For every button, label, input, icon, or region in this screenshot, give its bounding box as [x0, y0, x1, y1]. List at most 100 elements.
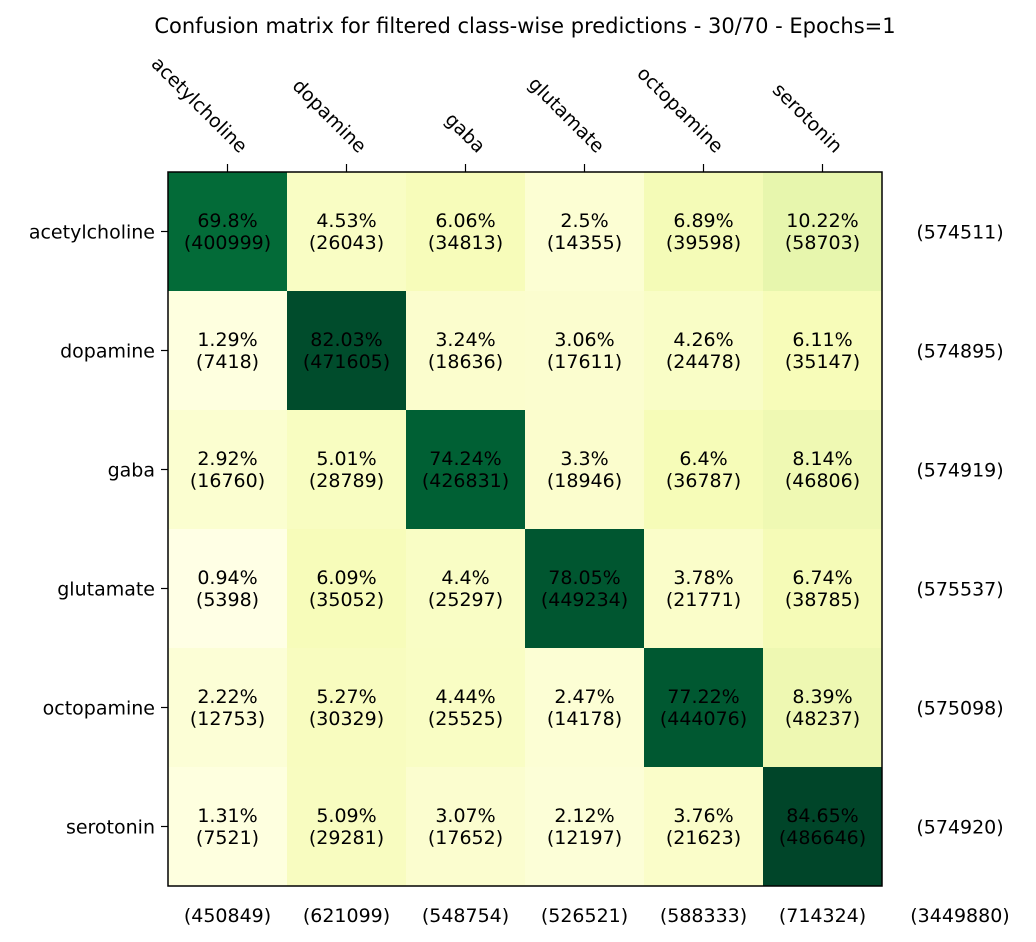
- cell-percent-label: 5.01%: [316, 448, 376, 470]
- cell-percent-label: 74.24%: [429, 448, 501, 470]
- y-tick-label: glutamate: [57, 579, 155, 601]
- heatmap-cell: [406, 172, 525, 291]
- heatmap-cell: [406, 529, 525, 648]
- cell-count-label: (30329): [309, 708, 384, 730]
- row-total-label: (574919): [916, 460, 1003, 482]
- heatmap-cell: [525, 410, 644, 529]
- cell-count-label: (471605): [303, 351, 390, 373]
- heatmap-cell: [763, 529, 882, 648]
- cell-percent-label: 5.09%: [316, 805, 376, 827]
- x-tick-label: serotonin: [768, 79, 847, 158]
- cell-count-label: (486646): [779, 827, 866, 849]
- cell-percent-label: 10.22%: [786, 210, 858, 232]
- cell-count-label: (39598): [666, 232, 741, 254]
- x-axis-ticks: acetylcholine dopamine gaba glutamate octopa…: [147, 53, 847, 172]
- heatmap-cell: [644, 172, 763, 291]
- cell-count-label: (46806): [785, 470, 860, 492]
- heatmap-cell: [406, 291, 525, 410]
- cell-percent-label: 4.53%: [316, 210, 376, 232]
- cell-count-label: (21771): [666, 589, 741, 611]
- row-total-label: (574920): [916, 817, 1003, 839]
- cell-count-label: (35147): [785, 351, 860, 373]
- cell-percent-label: 6.09%: [316, 567, 376, 589]
- heatmap-cell: [644, 648, 763, 767]
- cell-percent-label: 5.27%: [316, 686, 376, 708]
- cell-percent-label: 3.78%: [673, 567, 733, 589]
- cell-percent-label: 3.3%: [560, 448, 608, 470]
- cell-percent-label: 8.14%: [792, 448, 852, 470]
- heatmap-cell: [763, 410, 882, 529]
- cell-percent-label: 3.06%: [554, 329, 614, 351]
- cell-count-label: (14178): [547, 708, 622, 730]
- row-total-label: (574895): [916, 341, 1003, 363]
- heatmap-cell: [763, 767, 882, 886]
- heatmap-cell: [525, 291, 644, 410]
- cell-labels: 69.8%(400999) 4.53%(26043) 6.06%(34813) 2.5…: [184, 210, 866, 849]
- totals: (574511) (574895) (574919) (575537) (575098)…: [184, 222, 1010, 928]
- cell-count-label: (7418): [196, 351, 259, 373]
- cell-count-label: (21623): [666, 827, 741, 849]
- heatmap-cell: [644, 529, 763, 648]
- cell-count-label: (18636): [428, 351, 503, 373]
- cell-count-label: (28789): [309, 470, 384, 492]
- x-tick-label: acetylcholine: [147, 53, 252, 158]
- heatmap-cell: [644, 291, 763, 410]
- cell-percent-label: 6.06%: [435, 210, 495, 232]
- y-tick-label: gaba: [108, 460, 155, 482]
- heatmap-cell: [287, 648, 406, 767]
- column-total-label: (450849): [184, 905, 271, 927]
- cell-percent-label: 0.94%: [197, 567, 257, 589]
- cell-percent-label: 6.89%: [673, 210, 733, 232]
- cell-percent-label: 3.76%: [673, 805, 733, 827]
- cell-percent-label: 3.24%: [435, 329, 495, 351]
- cell-count-label: (16760): [190, 470, 265, 492]
- heatmap-cell: [287, 172, 406, 291]
- heatmap-cell: [168, 410, 287, 529]
- x-tick-label: gaba: [440, 108, 489, 157]
- row-total-label: (575537): [916, 579, 1003, 601]
- column-total-label: (714324): [779, 905, 866, 927]
- heatmap-cell: [406, 410, 525, 529]
- cell-count-label: (25297): [428, 589, 503, 611]
- cell-count-label: (5398): [196, 589, 259, 611]
- cell-percent-label: 2.47%: [554, 686, 614, 708]
- cell-count-label: (7521): [196, 827, 259, 849]
- cell-percent-label: 8.39%: [792, 686, 852, 708]
- heatmap-cell: [525, 529, 644, 648]
- heatmap-cell: [287, 410, 406, 529]
- x-tick-label: dopamine: [288, 75, 371, 158]
- heatmap-cell: [168, 767, 287, 886]
- cell-percent-label: 4.4%: [441, 567, 489, 589]
- heatmap-cell: [287, 291, 406, 410]
- heatmap-cell: [406, 767, 525, 886]
- heatmap-cell: [168, 529, 287, 648]
- cell-count-label: (29281): [309, 827, 384, 849]
- y-tick-label: serotonin: [66, 817, 155, 839]
- heatmap-cell: [644, 410, 763, 529]
- cell-count-label: (35052): [309, 589, 384, 611]
- y-tick-label: octopamine: [43, 698, 155, 720]
- heatmap-cell: [406, 648, 525, 767]
- heatmap-cell: [763, 648, 882, 767]
- cell-percent-label: 82.03%: [310, 329, 382, 351]
- cell-count-label: (25525): [428, 708, 503, 730]
- cell-count-label: (18946): [547, 470, 622, 492]
- cell-percent-label: 77.22%: [667, 686, 739, 708]
- y-axis-ticks: acetylcholine dopamine gaba glutamate octopa…: [29, 222, 168, 839]
- row-total-label: (575098): [916, 698, 1003, 720]
- cell-percent-label: 69.8%: [197, 210, 257, 232]
- column-total-label: (548754): [422, 905, 509, 927]
- grand-total-label: (3449880): [910, 905, 1009, 927]
- cell-percent-label: 1.31%: [197, 805, 257, 827]
- x-tick-label: glutamate: [524, 73, 609, 158]
- heatmap-cell: [763, 291, 882, 410]
- heatmap-cells: [168, 172, 882, 886]
- heatmap-cell: [168, 291, 287, 410]
- cell-count-label: (426831): [422, 470, 509, 492]
- column-total-label: (588333): [660, 905, 747, 927]
- cell-percent-label: 84.65%: [786, 805, 858, 827]
- y-tick-label: dopamine: [60, 341, 155, 363]
- heatmap-cell: [525, 648, 644, 767]
- cell-count-label: (17652): [428, 827, 503, 849]
